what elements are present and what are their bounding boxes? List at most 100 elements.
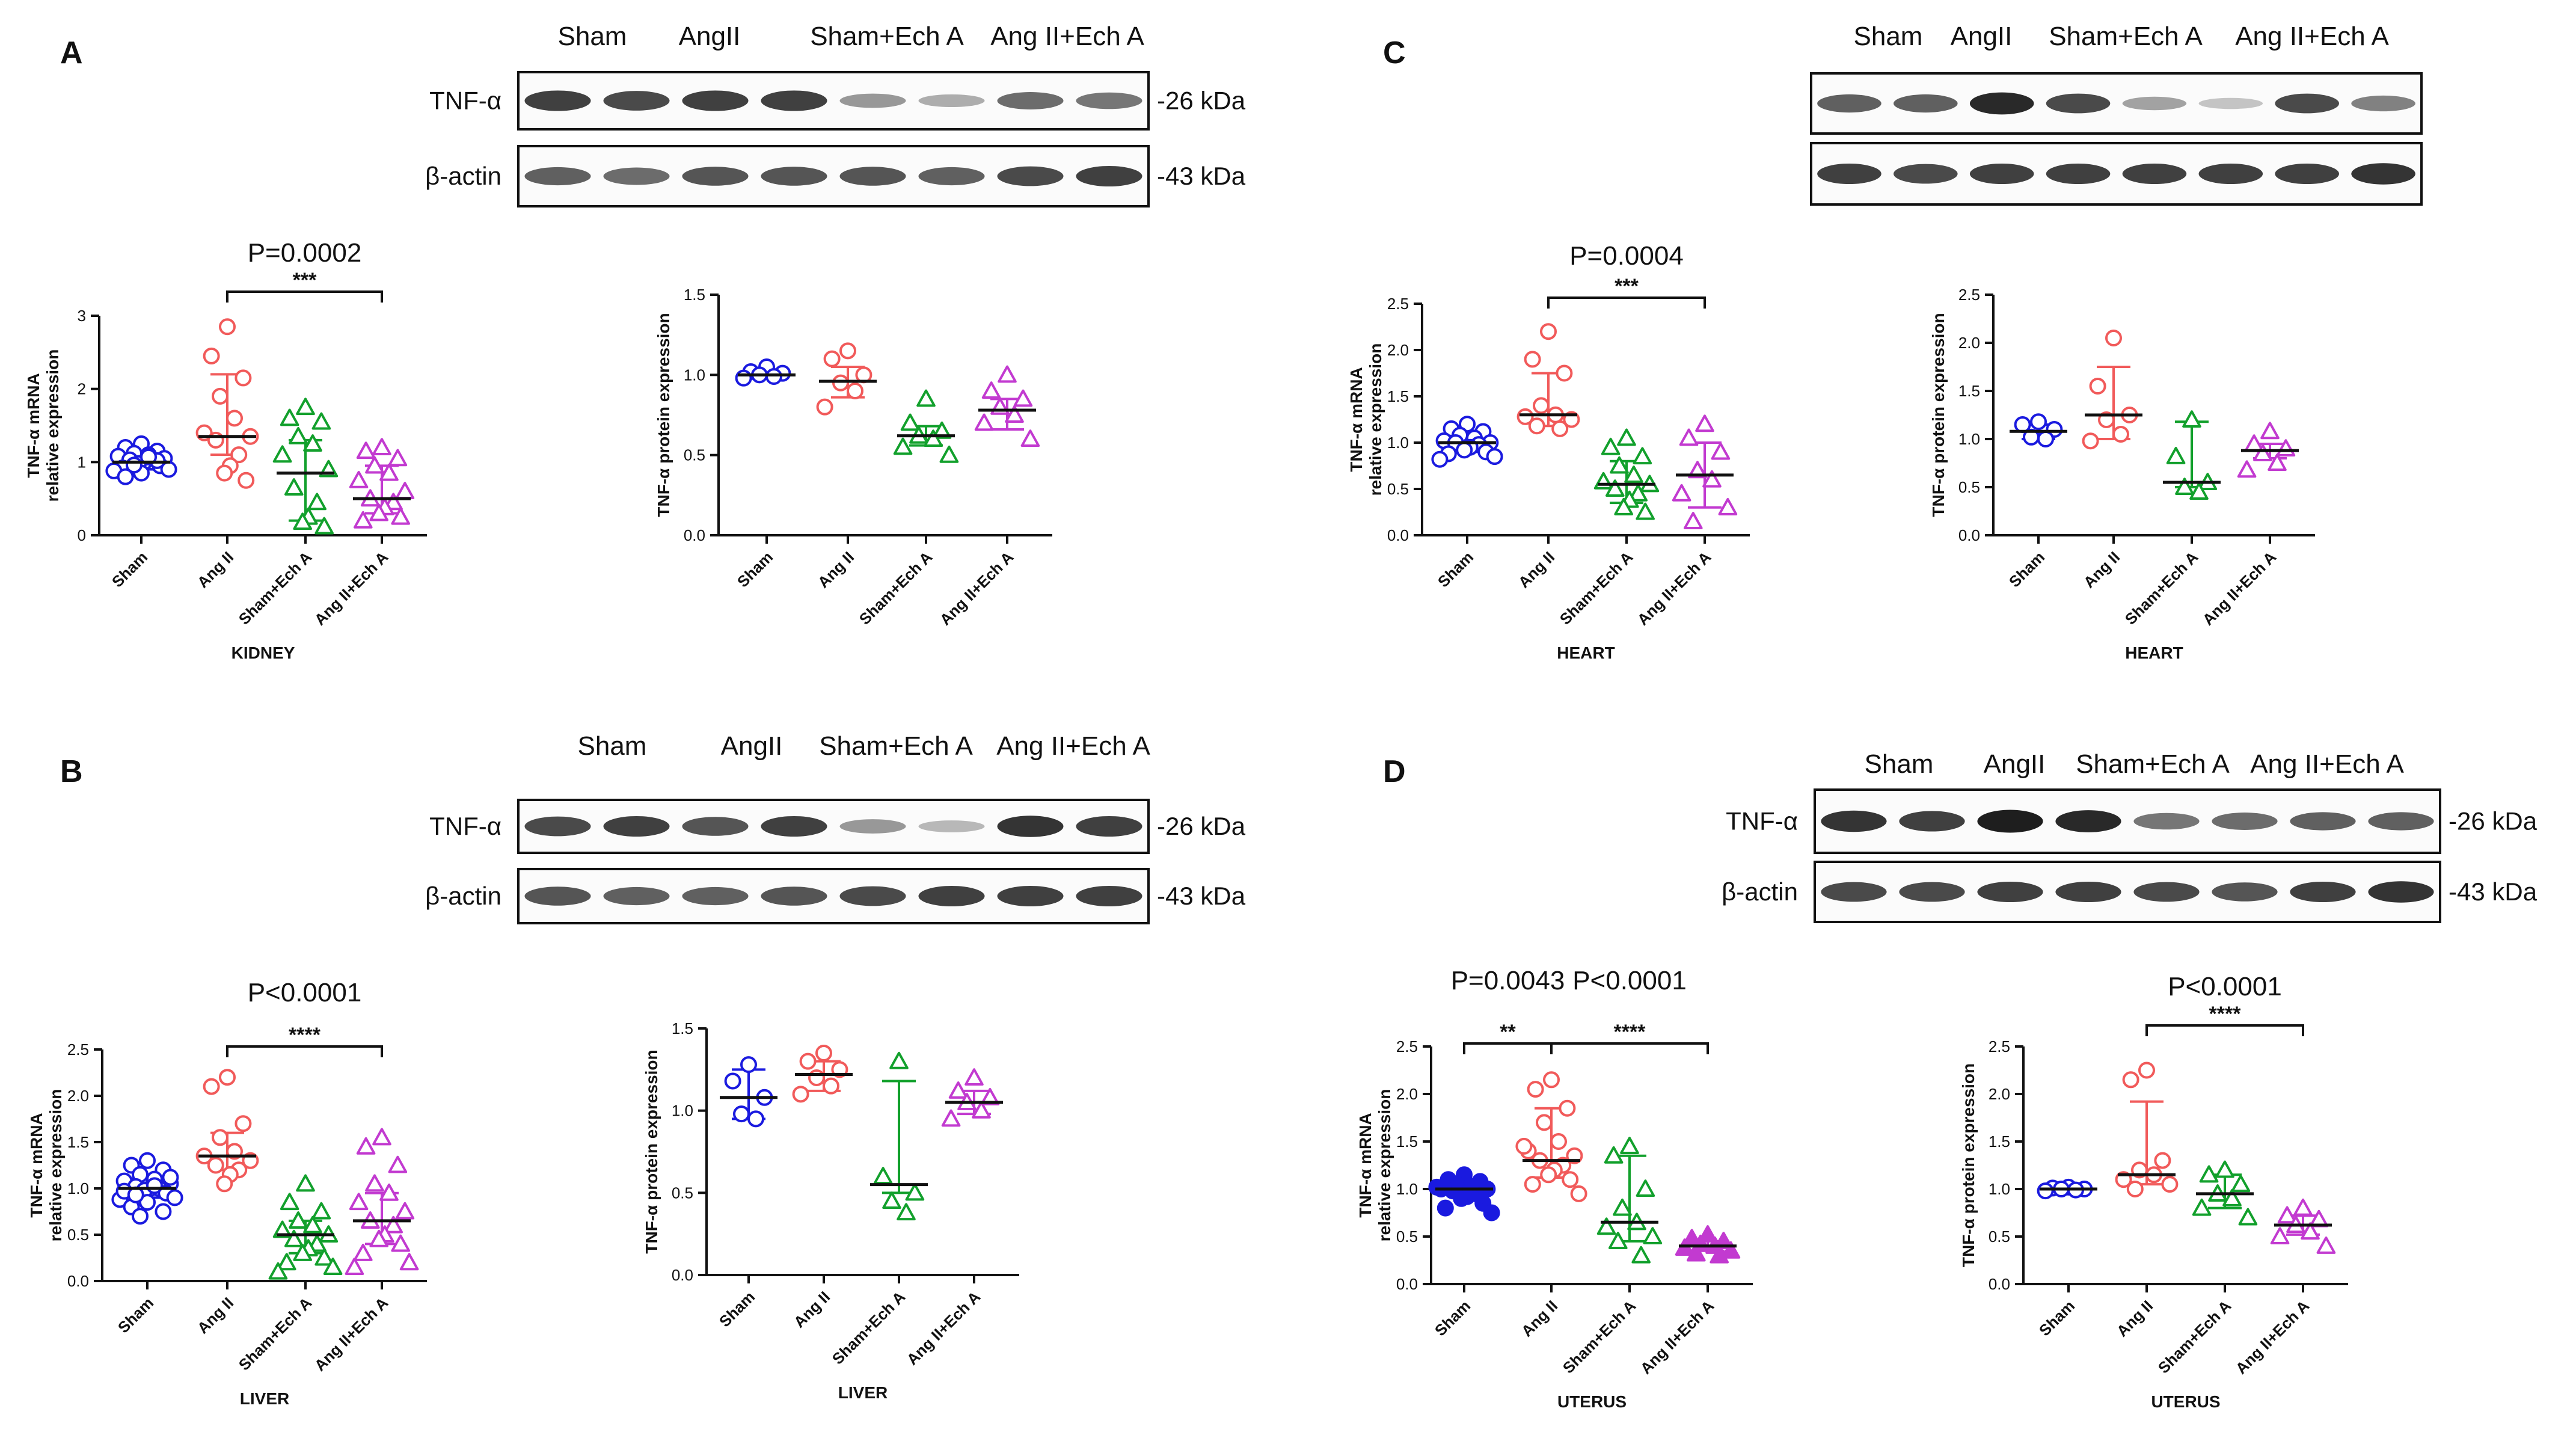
series-0 — [1428, 1166, 1500, 1221]
data-point — [146, 1177, 163, 1194]
band — [2212, 882, 2278, 902]
data-point — [2276, 439, 2296, 457]
data-point — [815, 1045, 832, 1062]
data-point — [1483, 1204, 1500, 1221]
lane-label: AngII — [721, 731, 783, 761]
data-point — [897, 1203, 916, 1221]
data-point — [349, 1193, 369, 1211]
data-point — [388, 449, 408, 467]
lane-label: Ang II+Ech A — [2250, 749, 2404, 779]
y-tick-label: 1.0 — [1396, 1180, 1418, 1198]
data-point — [2089, 378, 2106, 395]
x-tick-label: Sham — [2005, 548, 2048, 591]
data-point — [203, 347, 220, 364]
blot-row-label: β-actin — [425, 162, 501, 190]
band — [2351, 95, 2415, 112]
series-2 — [268, 1174, 343, 1280]
band — [2055, 881, 2121, 903]
series-0 — [111, 1152, 183, 1225]
band — [2055, 810, 2121, 832]
band — [2133, 813, 2200, 830]
data-point — [2166, 447, 2186, 464]
data-point — [307, 493, 327, 511]
band — [918, 820, 985, 832]
data-point — [1550, 1133, 1567, 1150]
band — [761, 90, 827, 111]
data-point — [303, 1215, 322, 1234]
data-point — [369, 503, 388, 521]
y-tick-label: 0.5 — [672, 1184, 693, 1202]
data-point — [1486, 448, 1503, 466]
x-tick-label: Sham+Ech A — [829, 1288, 909, 1368]
y-tick-label: 2.0 — [1396, 1085, 1418, 1103]
D-protein-chart: 0.0 0.5 1.0 1.5 2.0 2.5 TNF-α protein expressi… — [1959, 972, 2348, 1411]
data-point — [139, 1152, 156, 1169]
data-point — [2253, 444, 2272, 462]
band — [839, 819, 906, 834]
kda-label: -26 kDa — [1157, 87, 1246, 115]
data-point — [2215, 1160, 2234, 1178]
x-tick-label: Ang II — [2113, 1297, 2156, 1340]
lane-label: Sham+Ech A — [819, 731, 973, 761]
series-3 — [345, 1128, 419, 1275]
series-2 — [893, 389, 959, 463]
blot-row-label: TNF-α — [429, 812, 501, 840]
data-point — [916, 389, 936, 407]
data-point — [2037, 1182, 2054, 1200]
data-point — [126, 456, 143, 474]
data-point — [314, 517, 334, 535]
data-point — [155, 1203, 172, 1220]
data-point — [1672, 484, 1691, 502]
data-point — [212, 1129, 228, 1146]
data-point — [1471, 1187, 1489, 1205]
y-tick-label: 0.5 — [1396, 1228, 1418, 1246]
B-mrna-chart: 0.0 0.5 1.0 1.5 2.0 2.5 TNF-α mRNA relative exp… — [27, 978, 427, 1408]
data-point — [1643, 1227, 1663, 1245]
data-point — [2030, 413, 2047, 431]
data-point — [2270, 1227, 2290, 1245]
x-tick-label: Sham — [114, 1294, 157, 1336]
y-tick-label: 1.0 — [672, 1102, 693, 1120]
band — [682, 90, 749, 111]
band — [997, 885, 1064, 907]
data-point — [1628, 484, 1648, 502]
significance-bracket — [1463, 1042, 1553, 1054]
data-point — [372, 438, 391, 456]
y-tick-label: 1.5 — [67, 1133, 89, 1151]
x-tick-label: Ang II — [2080, 548, 2123, 591]
data-point — [219, 1069, 236, 1086]
data-point — [303, 434, 322, 452]
blot-panel-C: Sham AngII Sham+Ech A Ang II+Ech A — [1810, 22, 2423, 206]
band — [997, 92, 1064, 109]
series-3 — [1675, 1225, 1741, 1264]
C-protein-chart: 0.0 0.5 1.0 1.5 2.0 2.5 TNF-α protein expressi… — [1929, 286, 2315, 662]
blot-row-label: TNF-α — [1726, 807, 1798, 835]
data-point — [284, 1229, 304, 1247]
data-point — [839, 342, 856, 360]
lane-label: Sham — [578, 731, 647, 761]
data-point — [924, 429, 943, 447]
lane-label: AngII — [1984, 749, 2046, 779]
blot-row-label: β-actin — [425, 882, 501, 910]
x-tick-label: Ang II — [1515, 548, 1558, 591]
data-point — [1515, 1137, 1533, 1155]
data-point — [1020, 429, 1040, 447]
data-point — [1695, 414, 1714, 432]
data-point — [823, 350, 841, 367]
y-tick-label: 1.5 — [1989, 1132, 2010, 1151]
data-point — [1608, 1232, 1628, 1249]
lane-label: AngII — [679, 22, 741, 51]
data-point — [1604, 1146, 1624, 1164]
data-point — [1684, 512, 1703, 529]
data-point — [1617, 428, 1636, 446]
data-point — [391, 1234, 410, 1252]
y-tick-label: 0.0 — [1958, 526, 1980, 544]
blot-panel-B: Sham AngII Sham+Ech A Ang II+Ech A TNF-α -26 … — [425, 731, 1246, 924]
y-tick-label: 0.5 — [1958, 478, 1980, 496]
data-point — [289, 426, 308, 444]
data-point — [2301, 1222, 2320, 1240]
series-2 — [1596, 1137, 1663, 1264]
series-3 — [349, 438, 415, 529]
y-tick-label: 2.0 — [1387, 341, 1409, 359]
data-point — [219, 318, 236, 336]
